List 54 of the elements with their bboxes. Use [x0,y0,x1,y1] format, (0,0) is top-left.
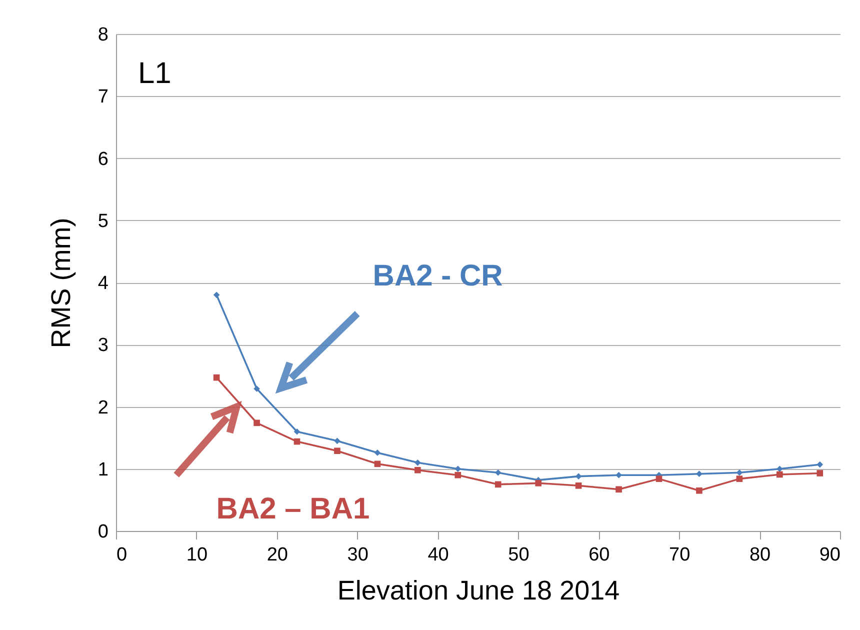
point [736,469,743,476]
x-tick-label: 0 [116,544,128,566]
x-tick-label: 50 [508,544,530,566]
annotation: L1 [138,57,172,90]
point [616,486,622,493]
point [414,460,421,466]
y-tick-label: 3 [98,335,108,356]
x-tick-label: 40 [428,544,449,566]
point [414,466,421,474]
point [575,482,582,489]
y-tick-label: 0 [98,522,108,542]
point [776,471,783,478]
point [294,438,300,445]
point [374,460,381,468]
point [254,386,260,392]
text: BA2 - CR [372,259,504,292]
y-tick-label: 6 [98,148,108,170]
point [736,476,743,482]
point [494,469,502,476]
x-tick-label: 70 [669,544,690,566]
x-tick-label: 30 [347,544,368,566]
point [656,476,662,482]
point [334,438,340,444]
point [575,473,582,480]
x-tick-label: 90 [819,544,840,566]
point [616,472,622,478]
y-tick-label: 5 [98,210,108,232]
point [254,420,260,426]
point [334,448,340,454]
point [213,374,220,381]
point [776,466,783,472]
legend-label: BA2 – BA1 [216,492,370,526]
point [535,480,542,486]
point [696,487,702,494]
point [494,481,502,488]
y-axis-title: RMS (mm) [46,218,76,348]
point [213,292,220,298]
x-tick-label: 60 [588,544,610,566]
point [454,466,462,472]
point [374,450,381,456]
y-tick-label: 7 [98,86,108,108]
x-axis-title: Elevation June 18 2014 [337,576,620,606]
point [816,470,824,476]
y-tick-label: 8 [98,24,108,46]
y-tick-label: 2 [98,397,108,418]
y-tick-label: 4 [98,273,109,294]
point [294,428,300,435]
point [454,472,462,478]
point [816,461,824,468]
point [696,470,702,478]
x-tick-label: 20 [266,544,288,566]
x-tick-label: 10 [186,544,208,566]
y-tick-label: 1 [98,459,108,480]
x-tick-label: 80 [749,544,771,566]
